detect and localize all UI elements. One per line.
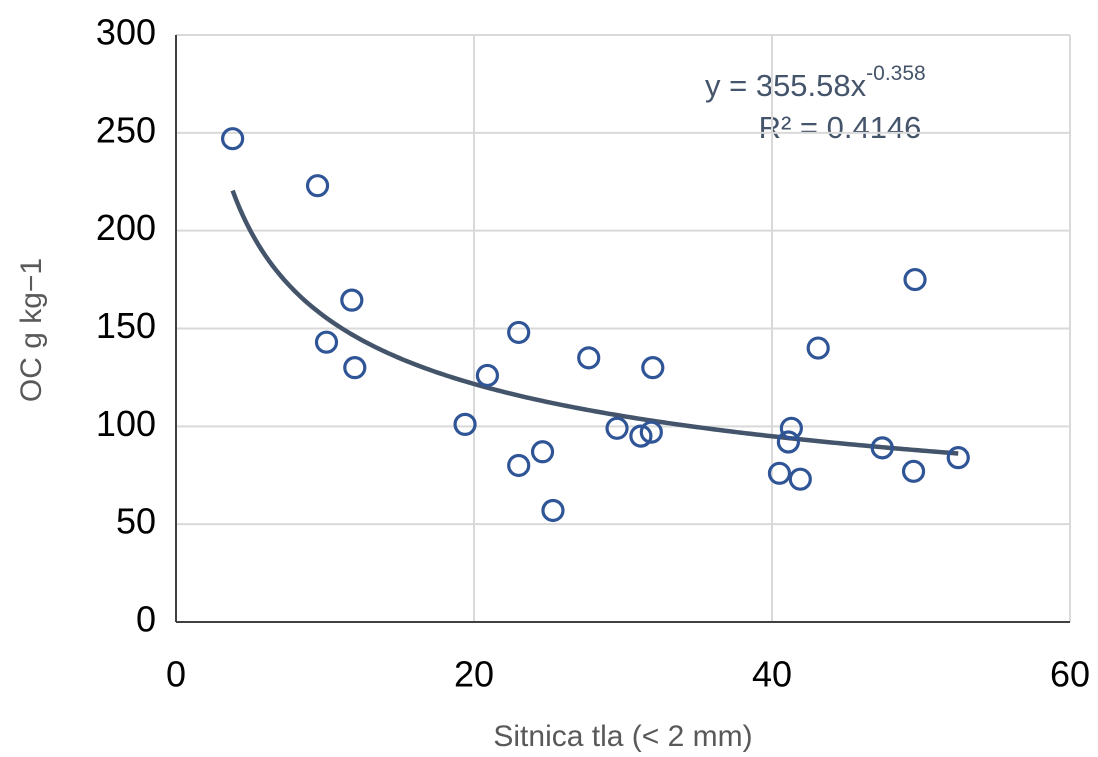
scatter-point [788,467,812,491]
x-tick-label: 0 [166,654,186,695]
r-squared: R² = 0.4146 [759,110,922,145]
scatter-point [767,461,792,485]
scatter-point [946,446,970,470]
scatter-point [530,440,555,464]
scatter-point [901,459,926,483]
y-tick-label: 0 [136,599,156,640]
scatter-point [903,267,927,292]
scatter-point [541,498,565,523]
equation-base: y = 355.58x [705,68,867,103]
scatter-point [221,127,245,151]
scatter-point [870,436,894,460]
x-tick-label: 20 [454,654,494,695]
scatter-point [453,412,477,436]
scatter-point [305,174,330,198]
scatter-point [340,288,364,312]
trendline [230,189,959,456]
y-axis-title: OC g kg−1 [15,258,48,402]
trendline-equation: y = 355.58x-0.358 [705,62,926,104]
y-tick-label: 50 [116,501,156,542]
scatter-point [475,363,500,388]
scatter-point [806,336,830,360]
x-tick-label: 40 [752,654,792,695]
y-tick-label: 250 [96,109,156,150]
scatter-point [314,330,339,354]
x-tick-label: 60 [1050,654,1090,695]
scatter-point [343,356,367,380]
scatter-point [507,320,531,345]
scatter-point [776,430,800,454]
scatter-point [605,416,629,440]
scatter-point [507,453,531,478]
y-tick-label: 200 [96,207,156,248]
x-axis-title: Sitnica tla (< 2 mm) [493,720,752,753]
equation-exponent: -0.358 [866,62,926,85]
y-tick-label: 300 [96,12,156,53]
y-tick-label: 100 [96,403,156,444]
y-tick-label: 150 [96,305,156,346]
scatter-point [639,420,663,444]
scatter-point [779,416,803,440]
scatter-point [641,356,665,380]
scatter-point [629,424,653,448]
scatter-point [577,346,601,370]
